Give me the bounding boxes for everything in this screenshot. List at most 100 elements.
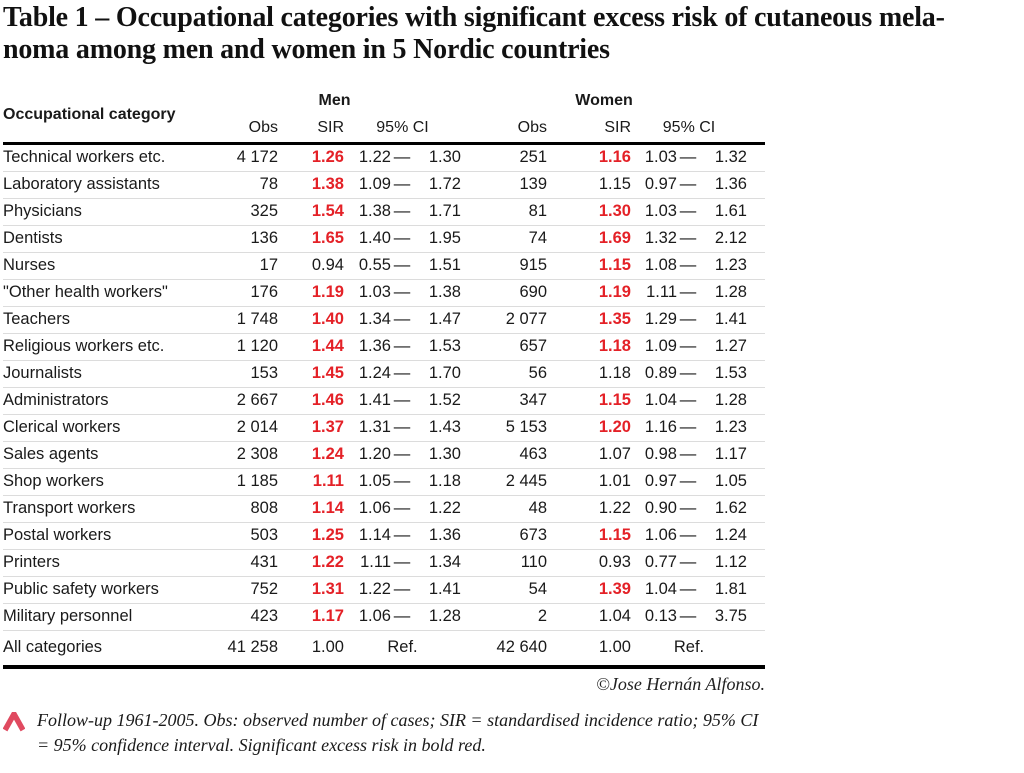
row-men-sir: 1.14 [311,499,344,518]
row-men-ci-low: 1.36 [358,337,391,356]
row-men-obs: 423 [250,607,278,626]
footnote-text: Follow-up 1961-2005. Obs: observed numbe… [37,709,759,755]
row-category: Dentists [3,229,63,248]
ci-dash: — [679,499,697,518]
ci-dash: — [679,472,697,491]
row-women-obs: 5 153 [505,418,547,437]
row-women-obs: 673 [519,526,547,545]
row-women-ci-low: 1.09 [644,337,677,356]
header-group-women: Women [575,92,633,110]
total-men-ci-ref: Ref. [387,638,418,657]
ci-dash: — [393,526,411,545]
row-women-ci-low: 1.04 [644,580,677,599]
title-line-2: noma among men and women in 5 Nordic cou… [3,33,610,65]
header-men-ci: 95% CI [376,119,429,137]
row-category: Laboratory assistants [3,175,160,194]
row-category: Administrators [3,391,109,410]
row-men-sir: 1.65 [311,229,344,248]
row-men-obs: 136 [250,229,278,248]
table-body: Technical workers etc. 4 172 1.26 1.22 —… [3,145,765,631]
ci-dash: — [393,445,411,464]
row-men-sir: 1.44 [311,337,344,356]
ci-dash: — [393,418,411,437]
row-women-obs: 48 [528,499,547,518]
ci-dash: — [393,499,411,518]
row-men-ci-high: 1.36 [428,526,461,545]
ci-dash: — [679,175,697,194]
row-men-ci-low: 1.14 [358,526,391,545]
row-category: Technical workers etc. [3,148,166,167]
row-women-obs: 2 445 [505,472,547,491]
row-men-obs: 4 172 [236,148,278,167]
row-men-sir: 1.45 [311,364,344,383]
row-women-ci-low: 0.90 [644,499,677,518]
row-women-sir: 1.15 [598,526,631,545]
row-women-sir: 1.04 [598,607,631,626]
row-men-ci-high: 1.22 [428,499,461,518]
row-men-sir: 1.19 [311,283,344,302]
row-women-sir: 1.35 [598,310,631,329]
row-women-sir: 1.22 [598,499,631,518]
row-men-ci-low: 1.41 [358,391,391,410]
row-women-ci-high: 1.23 [714,418,747,437]
ci-dash: — [679,283,697,302]
row-men-sir: 1.24 [311,445,344,464]
ci-dash: — [679,391,697,410]
data-table: Occupational category Men Women Obs SIR … [3,86,765,669]
row-women-sir: 1.07 [598,445,631,464]
row-men-ci-high: 1.30 [428,445,461,464]
row-women-sir: 1.30 [598,202,631,221]
row-men-ci-high: 1.28 [428,607,461,626]
row-category: Shop workers [3,472,104,491]
row-men-ci-low: 1.40 [358,229,391,248]
row-men-sir: 1.22 [311,553,344,572]
row-women-sir: 1.16 [598,148,631,167]
row-men-ci-high: 1.30 [428,148,461,167]
row-women-ci-low: 1.16 [644,418,677,437]
row-women-sir: 1.69 [598,229,631,248]
row-category: Sales agents [3,445,99,464]
row-women-sir: 1.20 [598,418,631,437]
row-women-ci-low: 0.77 [644,553,677,572]
table-row: Postal workers 503 1.25 1.14 — 1.36 673 … [3,523,765,550]
table-row: Journalists 153 1.45 1.24 — 1.70 56 1.18… [3,361,765,388]
row-men-ci-high: 1.71 [428,202,461,221]
ci-dash: — [393,337,411,356]
row-women-ci-low: 1.03 [644,202,677,221]
total-women-sir: 1.00 [598,638,631,657]
row-women-ci-high: 1.81 [714,580,747,599]
row-men-ci-low: 1.22 [358,580,391,599]
row-women-ci-low: 1.29 [644,310,677,329]
row-women-ci-high: 1.12 [714,553,747,572]
row-women-ci-high: 1.41 [714,310,747,329]
table-row: Public safety workers 752 1.31 1.22 — 1.… [3,577,765,604]
row-men-ci-low: 1.34 [358,310,391,329]
row-women-ci-low: 1.04 [644,391,677,410]
table-row: Dentists 136 1.65 1.40 — 1.95 74 1.69 1.… [3,226,765,253]
row-women-ci-high: 3.75 [714,607,747,626]
row-men-ci-low: 1.20 [358,445,391,464]
ci-dash: — [393,148,411,167]
table-row: Printers 431 1.22 1.11 — 1.34 110 0.93 0… [3,550,765,577]
header-group-men: Men [318,92,351,110]
row-men-ci-high: 1.72 [428,175,461,194]
ci-dash: — [393,202,411,221]
row-men-sir: 1.46 [311,391,344,410]
row-men-ci-high: 1.47 [428,310,461,329]
row-women-ci-high: 1.23 [714,256,747,275]
row-women-ci-low: 1.06 [644,526,677,545]
row-women-sir: 1.39 [598,580,631,599]
row-men-ci-low: 1.38 [358,202,391,221]
row-men-sir: 1.38 [311,175,344,194]
header-men-obs: Obs [248,119,278,137]
row-women-ci-high: 1.27 [714,337,747,356]
row-men-obs: 1 120 [236,337,278,356]
row-men-obs: 153 [250,364,278,383]
row-men-ci-low: 0.55 [358,256,391,275]
row-men-obs: 176 [250,283,278,302]
row-men-ci-high: 1.41 [428,580,461,599]
row-women-ci-high: 1.61 [714,202,747,221]
table-title: Table 1 – Occupational categories with s… [3,2,1024,66]
row-category: Transport workers [3,499,136,518]
ci-dash: — [679,607,697,626]
